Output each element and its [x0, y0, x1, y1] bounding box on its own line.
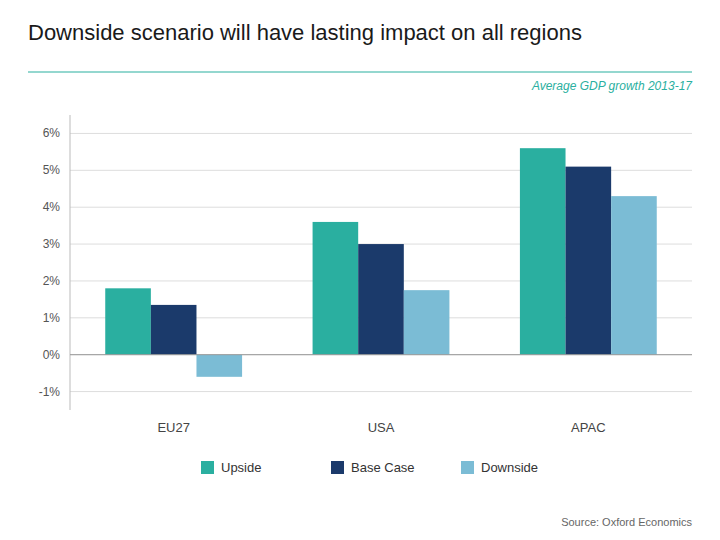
bar — [196, 355, 242, 377]
x-tick-label: USA — [368, 420, 395, 435]
legend-swatch — [331, 461, 344, 474]
legend-label: Base Case — [351, 460, 415, 475]
y-tick-label: 0% — [43, 348, 61, 362]
bar — [566, 167, 612, 355]
legend-swatch — [201, 461, 214, 474]
y-tick-label: -1% — [39, 385, 61, 399]
y-tick-label: 6% — [43, 126, 61, 140]
bar — [520, 148, 566, 355]
bars — [105, 148, 657, 377]
y-axis-line — [70, 115, 71, 410]
bar — [105, 288, 151, 354]
y-tick-label: 1% — [43, 311, 61, 325]
source-note: Source: Oxford Economics — [561, 516, 692, 528]
grid-line — [70, 133, 692, 134]
grid-line — [70, 354, 692, 355]
grid-line — [70, 391, 692, 392]
legend-label: Downside — [481, 460, 538, 475]
y-tick-label: 4% — [43, 200, 61, 214]
chart-subtitle: Average GDP growth 2013-17 — [531, 79, 693, 93]
title-separator — [28, 71, 692, 72]
zero-line — [70, 354, 692, 355]
bar — [358, 244, 404, 355]
chart-container: Downside scenario will have lasting impa… — [0, 0, 720, 540]
y-tick-label: 2% — [43, 274, 61, 288]
bar — [611, 196, 657, 355]
bar — [313, 222, 359, 355]
y-tick-label: 5% — [43, 163, 61, 177]
legend: Upside Base Case Downside — [201, 460, 538, 475]
bar — [151, 305, 197, 355]
y-tick-label: 3% — [43, 237, 61, 251]
grid — [70, 133, 692, 391]
x-tick-label: EU27 — [157, 420, 190, 435]
x-tick-label: APAC — [571, 420, 605, 435]
bar — [404, 290, 450, 355]
legend-swatch — [461, 461, 474, 474]
legend-label: Upside — [221, 460, 261, 475]
chart-title: Downside scenario will have lasting impa… — [28, 20, 582, 45]
chart-svg: Downside scenario will have lasting impa… — [0, 0, 720, 540]
